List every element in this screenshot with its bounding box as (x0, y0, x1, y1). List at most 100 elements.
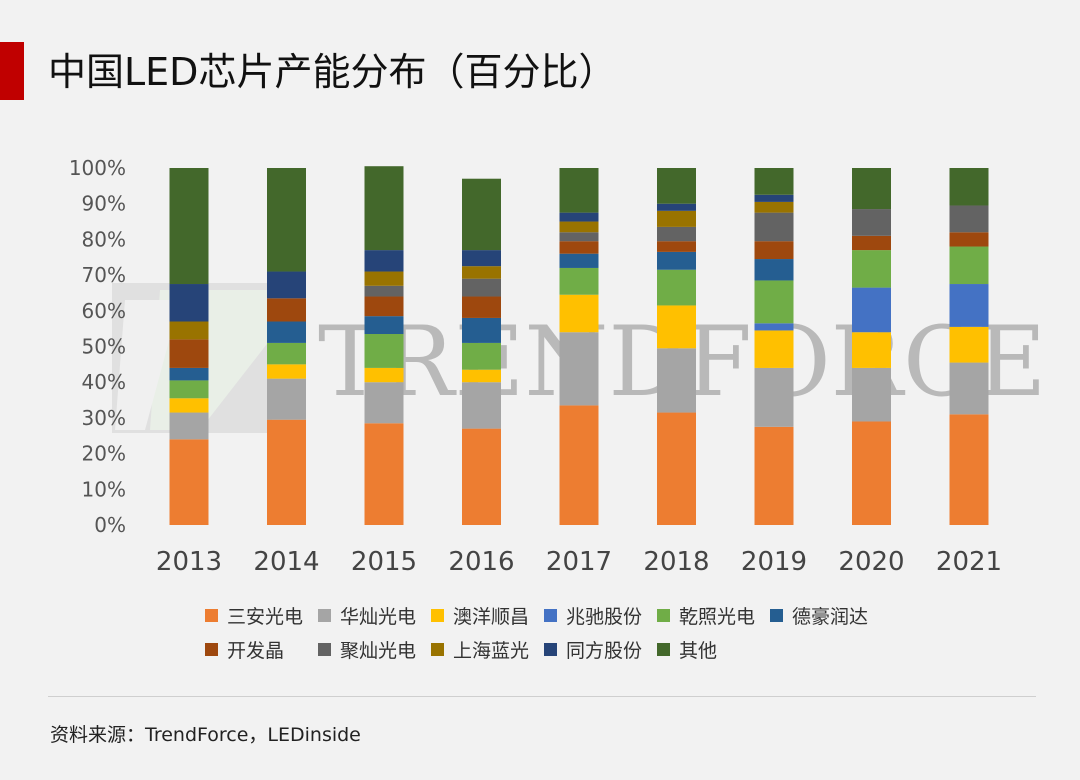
bar-segment (754, 168, 794, 195)
legend-label: 同方股份 (566, 639, 643, 662)
bar-segment (462, 428, 501, 525)
bar-segment (754, 323, 794, 331)
bar-segment (754, 280, 794, 324)
bar-segment (267, 321, 306, 343)
bar-segment (852, 367, 891, 422)
legend-item: 其他 (657, 636, 770, 663)
bar-segment (169, 398, 209, 413)
bar-segment (462, 296, 501, 318)
y-tick-label: 90% (82, 192, 126, 216)
bar-segment (657, 305, 696, 349)
y-tick-label: 50% (82, 335, 126, 359)
legend-swatch (318, 608, 331, 622)
x-tick-label: 2015 (351, 547, 417, 577)
legend-label: 澳洋顺昌 (453, 605, 530, 628)
bar-segment (754, 201, 794, 213)
bar-segment (657, 168, 696, 204)
y-tick-label: 40% (82, 370, 126, 394)
legend-item: 同方股份 (544, 636, 657, 663)
legend-swatch (431, 642, 444, 656)
y-tick-label: 80% (82, 227, 126, 251)
x-tick-label: 2019 (741, 547, 807, 577)
bar-segment (267, 364, 306, 379)
bar-segment (462, 382, 501, 429)
legend-label: 华灿光电 (340, 605, 417, 628)
bar-segment (559, 253, 599, 268)
legend-item: 兆驰股份 (544, 602, 657, 629)
bar-segment (657, 241, 696, 252)
bar-segment (267, 419, 306, 525)
legend-swatch (544, 608, 557, 622)
bar-segment (949, 414, 989, 525)
y-tick-label: 20% (82, 442, 126, 466)
bar-segment (267, 298, 306, 322)
legend-swatch (318, 642, 331, 656)
legend-item: 三安光电 (205, 602, 318, 629)
bar-segment (364, 423, 404, 525)
bar-segment (852, 235, 891, 251)
legend-item: 上海蓝光 (431, 636, 544, 663)
legend-item: 开发晶 (205, 636, 318, 663)
bar-segment (364, 271, 404, 286)
legend-swatch (431, 608, 444, 622)
bar-segment (169, 412, 209, 440)
bar-segment (559, 267, 599, 295)
bar-segment (169, 321, 209, 340)
legend-item: 德豪润达 (770, 602, 883, 629)
legend-swatch (205, 608, 218, 622)
bar-segment (364, 296, 404, 317)
bar-segment (852, 250, 891, 288)
bar-segment (559, 221, 599, 233)
bar-segment (364, 367, 404, 383)
legend-label: 德豪润达 (792, 605, 869, 628)
bar-segment (559, 168, 599, 213)
bar-segment (169, 380, 209, 399)
bar-segment (267, 271, 306, 299)
bar-segment (462, 342, 501, 370)
bar-segment (267, 378, 306, 420)
bar-segment (852, 421, 891, 525)
bar-segment (462, 178, 501, 251)
bar-segment (657, 210, 696, 227)
y-tick-label: 70% (82, 263, 126, 287)
bar-segment (657, 269, 696, 306)
bar-segment (169, 439, 209, 525)
legend-row: 三安光电 华灿光电 澳洋顺昌 兆驰股份 乾照光电 德豪润达 (205, 598, 925, 632)
footer-divider (48, 696, 1036, 697)
bar-segment (949, 232, 989, 247)
bar-segment (754, 426, 794, 525)
bar-segment (559, 294, 599, 333)
legend-label: 三安光电 (227, 605, 304, 628)
y-tick-label: 0% (94, 513, 126, 537)
x-tick-label: 2020 (838, 547, 904, 577)
bar-segment (364, 334, 404, 368)
stacked-bar-chart: TRENDFORCE 0%10%20%30%40%50%60%70%80%90%… (69, 156, 1047, 577)
x-tick-label: 2017 (546, 547, 612, 577)
bar-segment (852, 332, 891, 368)
legend-row: 开发晶 聚灿光电 上海蓝光 同方股份 其他 (205, 632, 925, 666)
bar-segment (949, 284, 989, 327)
x-tick-label: 2014 (253, 547, 319, 577)
legend-label: 乾照光电 (679, 605, 756, 628)
bar-segment (169, 168, 209, 285)
legend-swatch (205, 642, 218, 656)
bar-segment (169, 284, 209, 322)
bar-segment (364, 166, 404, 251)
legend-swatch (657, 608, 670, 622)
x-tick-label: 2013 (156, 547, 222, 577)
bar-segment (754, 367, 794, 427)
bar-segment (169, 367, 209, 381)
bar-segment (364, 316, 404, 335)
source-note: 资料来源：TrendForce，LEDinside (50, 724, 361, 746)
bar-segment (657, 348, 696, 413)
bar-segment (949, 205, 989, 233)
bar-segment (462, 369, 501, 383)
bar-segment (462, 317, 501, 343)
bar-segment (852, 168, 891, 210)
bar-segment (657, 203, 696, 211)
legend-item: 华灿光电 (318, 602, 431, 629)
y-tick-label: 30% (82, 406, 126, 430)
bar-segment (949, 326, 989, 363)
legend-label: 开发晶 (227, 639, 285, 662)
bar-segment (754, 194, 794, 202)
